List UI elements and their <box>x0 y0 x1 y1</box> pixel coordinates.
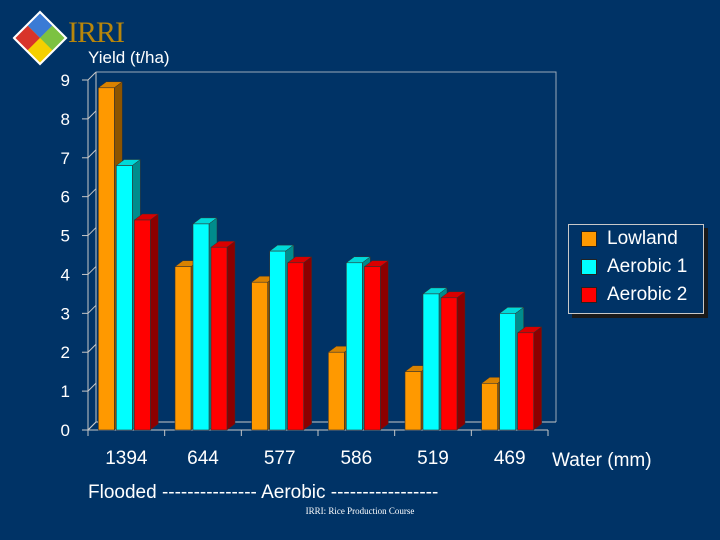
y-tick-diag <box>87 343 97 353</box>
y-tick-label: 7 <box>61 149 70 168</box>
bar <box>98 87 115 431</box>
legend-swatch <box>581 287 597 303</box>
bar <box>422 293 440 431</box>
legend-label: Aerobic 1 <box>607 256 688 277</box>
x-tick-label: 577 <box>264 448 296 469</box>
y-tick-label: 8 <box>61 110 70 129</box>
y-tick-label: 9 <box>61 71 70 90</box>
bar <box>364 266 381 431</box>
irri-logo: IRRI <box>10 8 140 88</box>
y-tick-diag <box>87 71 97 81</box>
bar-side <box>226 240 236 431</box>
bar <box>287 262 304 431</box>
bar <box>517 332 534 431</box>
bar <box>346 262 363 431</box>
y-tick-label: 0 <box>61 421 70 440</box>
bar-side <box>456 291 466 431</box>
legend-item: Aerobic 1 <box>569 253 703 281</box>
bar <box>481 383 498 431</box>
bar <box>192 223 210 431</box>
x-tick-label: 519 <box>417 448 449 469</box>
bar <box>174 266 192 431</box>
bar <box>328 351 345 431</box>
bar <box>210 246 228 431</box>
y-tick-label: 3 <box>61 304 70 323</box>
legend-item: Aerobic 2 <box>569 281 703 309</box>
y-tick-diag <box>87 188 97 198</box>
bar-side <box>380 260 389 431</box>
y-tick-label: 2 <box>61 343 70 362</box>
bar <box>251 281 268 431</box>
bar <box>116 165 133 431</box>
legend-item: Lowland <box>569 225 703 253</box>
irri-logo-icon <box>12 10 68 66</box>
bar <box>269 250 286 431</box>
x-tick-label: 469 <box>494 448 526 469</box>
y-tick-diag <box>87 110 97 120</box>
y-tick-label: 5 <box>61 227 70 246</box>
y-tick-diag <box>87 149 97 159</box>
water-regime-label: Flooded --------------- Aerobic --------… <box>88 482 439 503</box>
y-tick-label: 1 <box>61 382 70 401</box>
x-axis-label: Water (mm) <box>552 450 652 471</box>
y-tick-diag <box>87 382 97 392</box>
legend-swatch <box>581 259 597 275</box>
bar-side <box>150 213 159 431</box>
footer-credit: IRRI: Rice Production Course <box>305 506 415 516</box>
x-tick-label: 644 <box>187 448 219 469</box>
bar-side <box>533 326 542 431</box>
plot-frame <box>96 71 557 422</box>
bar <box>440 297 458 431</box>
x-tick-label: 586 <box>340 448 372 469</box>
y-tick-diag <box>87 421 97 431</box>
legend-swatch <box>581 231 597 247</box>
chart-legend: Lowland Aerobic 1 Aerobic 2 <box>568 224 704 314</box>
x-tick-label: 1394 <box>105 448 148 469</box>
y-axis-label: Yield (t/ha) <box>88 48 170 67</box>
y-tick-label: 4 <box>61 265 70 284</box>
legend-label: Lowland <box>607 228 678 249</box>
y-tick-diag <box>87 227 97 236</box>
bar <box>134 219 151 431</box>
legend-label: Aerobic 2 <box>607 284 688 305</box>
irri-logo-text: IRRI <box>68 16 125 49</box>
bar-side <box>303 256 312 431</box>
y-tick-diag <box>87 304 97 314</box>
y-tick-diag <box>87 266 97 275</box>
bar <box>404 371 422 431</box>
bar <box>499 313 516 431</box>
y-tick-label: 6 <box>61 188 70 207</box>
